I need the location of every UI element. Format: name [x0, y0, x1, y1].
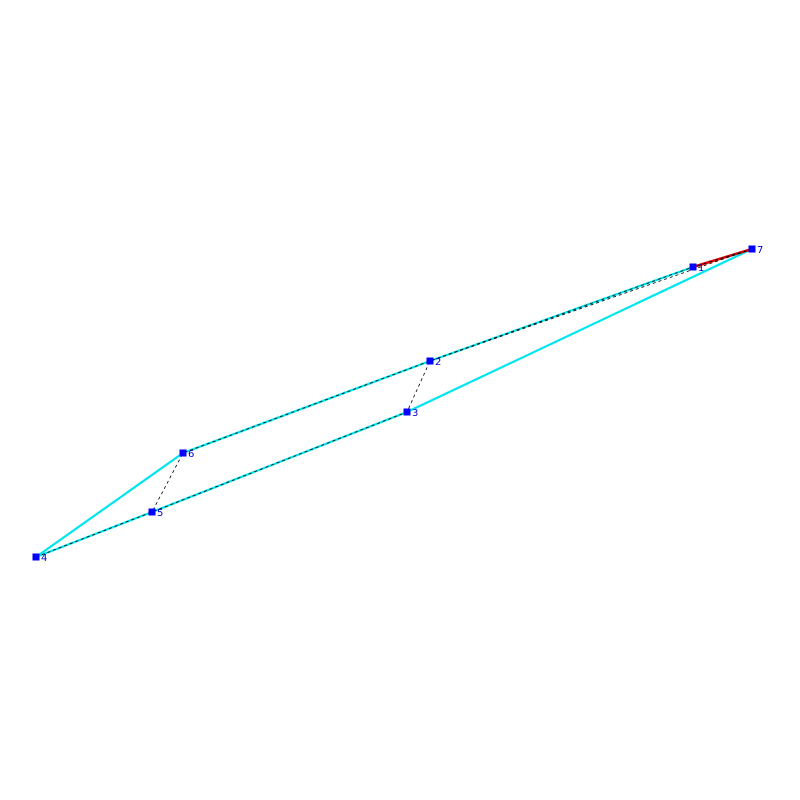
node: [748, 245, 756, 253]
node-label: 4: [41, 553, 47, 564]
path-edge: [151, 248, 753, 513]
node: [689, 263, 697, 271]
node-label: 6: [188, 449, 194, 460]
node: [403, 408, 411, 416]
node: [426, 357, 434, 365]
node: [32, 553, 40, 561]
node-label: 1: [698, 263, 704, 274]
node-label: 3: [412, 408, 418, 419]
node: [179, 449, 187, 457]
node-label: 2: [435, 357, 441, 368]
node-layer: 1 2 3 4 5 6 7: [32, 245, 763, 564]
node: [148, 508, 156, 516]
node-label: 7: [757, 245, 763, 256]
node-label: 5: [157, 508, 163, 519]
path-edge: [35, 248, 753, 558]
outline-edge: [35, 247, 753, 559]
